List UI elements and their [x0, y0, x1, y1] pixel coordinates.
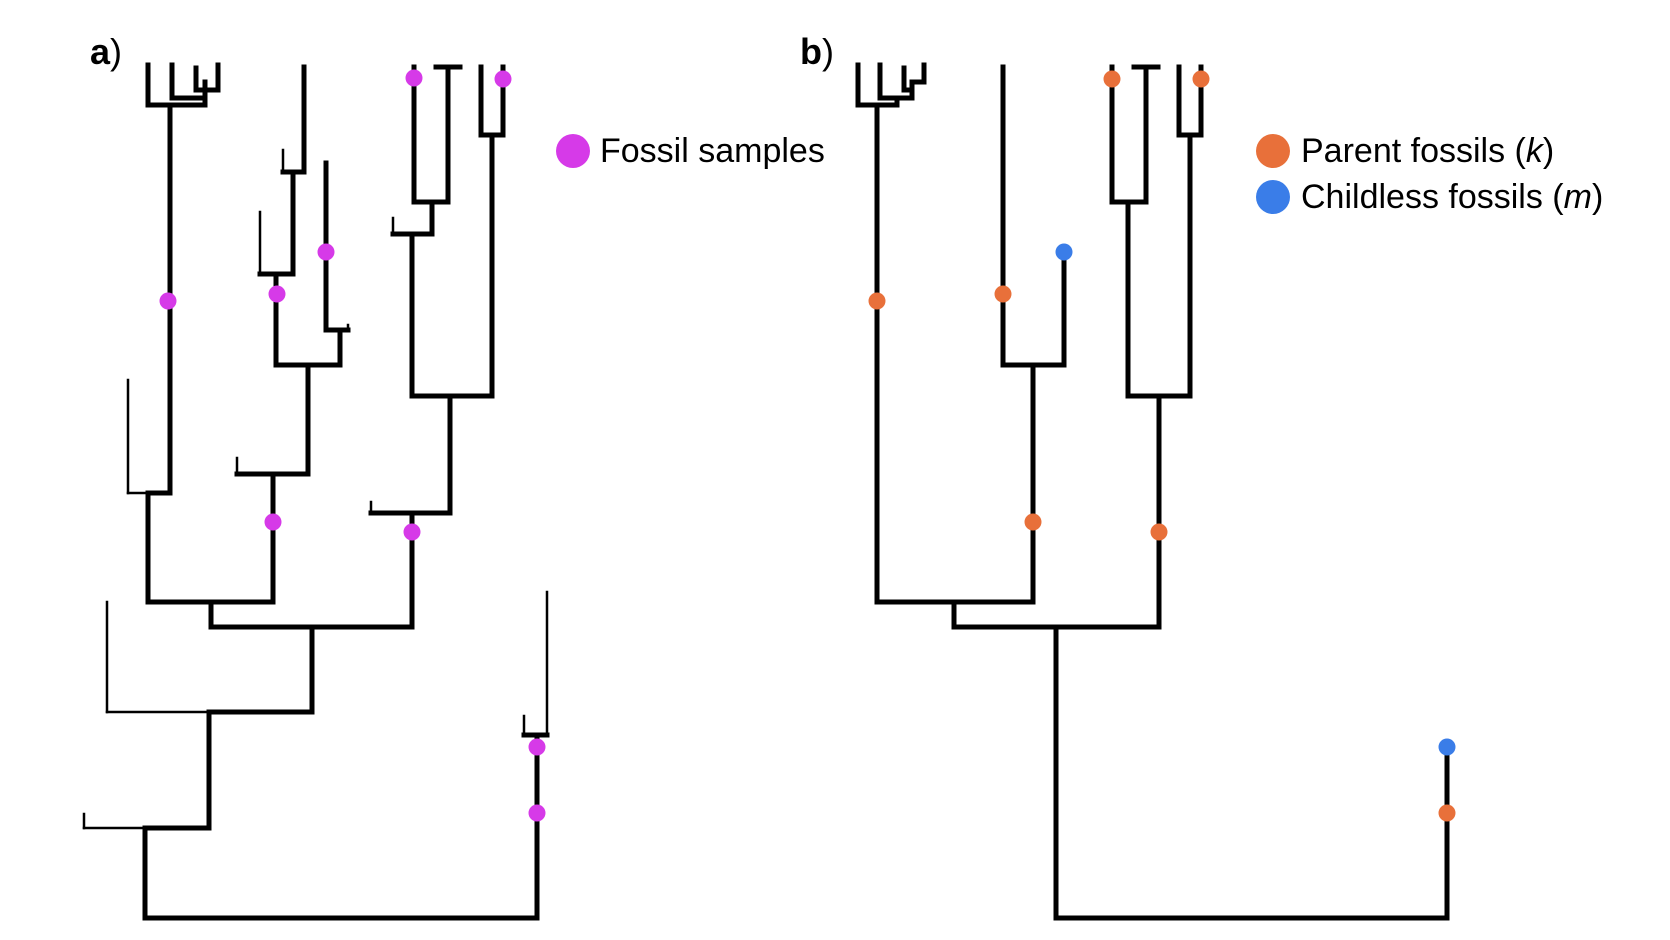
panel-a: a)	[82, 31, 825, 921]
fossil-samples-legend-label: Fossil samples	[600, 132, 825, 170]
parent-fossils-legend-symbol: k	[1526, 132, 1545, 170]
parent-fossil-marker	[1192, 70, 1210, 88]
fossil-sample-marker	[403, 523, 421, 541]
childless-fossils-legend-marker	[1256, 180, 1290, 214]
childless-fossils-legend-label: Childless fossils (m)	[1301, 178, 1603, 216]
panel-a-paren: )	[110, 31, 122, 72]
fossil-samples-legend-marker	[556, 134, 590, 168]
parent-fossil-marker	[1438, 804, 1456, 822]
parent-fossil-marker	[994, 285, 1012, 303]
childless-fossils-legend-close: )	[1592, 178, 1603, 216]
panel-a-full-tree	[82, 62, 550, 921]
parent-fossil-marker	[1024, 513, 1042, 531]
fossil-sample-marker	[528, 804, 546, 822]
panel-a-legend: Fossil samples	[556, 132, 825, 170]
fossil-sample-marker	[317, 243, 335, 261]
fossil-sample-marker	[264, 513, 282, 531]
parent-fossils-legend-label: Parent fossils (k)	[1301, 132, 1554, 170]
panel-a-fossil-markers	[159, 69, 546, 822]
panel-b-legend: Parent fossils (k) Childless fossils (m)	[1256, 132, 1603, 216]
panel-b-fossil-markers	[868, 70, 1456, 822]
childless-fossils-legend-symbol: m	[1564, 178, 1592, 216]
panel-b-letter: b	[800, 31, 822, 72]
parent-fossils-legend-text: Parent fossils (	[1301, 132, 1527, 170]
parent-fossil-marker	[868, 292, 886, 310]
panel-b: b)	[800, 31, 1603, 921]
childless-fossil-marker	[1055, 243, 1073, 261]
parent-fossil-marker	[1103, 70, 1121, 88]
parent-fossils-legend-marker	[1256, 134, 1290, 168]
parent-fossil-marker	[1150, 523, 1168, 541]
childless-fossils-legend-text: Childless fossils (	[1301, 178, 1564, 216]
fossil-sample-marker	[494, 70, 512, 88]
panel-b-label: b)	[800, 31, 834, 72]
fossil-sample-marker	[159, 292, 177, 310]
fossil-sample-marker	[528, 738, 546, 756]
panel-a-letter: a	[90, 31, 111, 72]
childless-fossil-marker	[1438, 738, 1456, 756]
panel-a-label: a)	[90, 31, 122, 72]
fossil-sample-marker	[405, 69, 423, 87]
parent-fossils-legend-close: )	[1543, 132, 1554, 170]
panel-b-reconstructed-tree	[855, 62, 1450, 921]
fossil-sample-marker	[268, 285, 286, 303]
panel-b-paren: )	[822, 31, 834, 72]
